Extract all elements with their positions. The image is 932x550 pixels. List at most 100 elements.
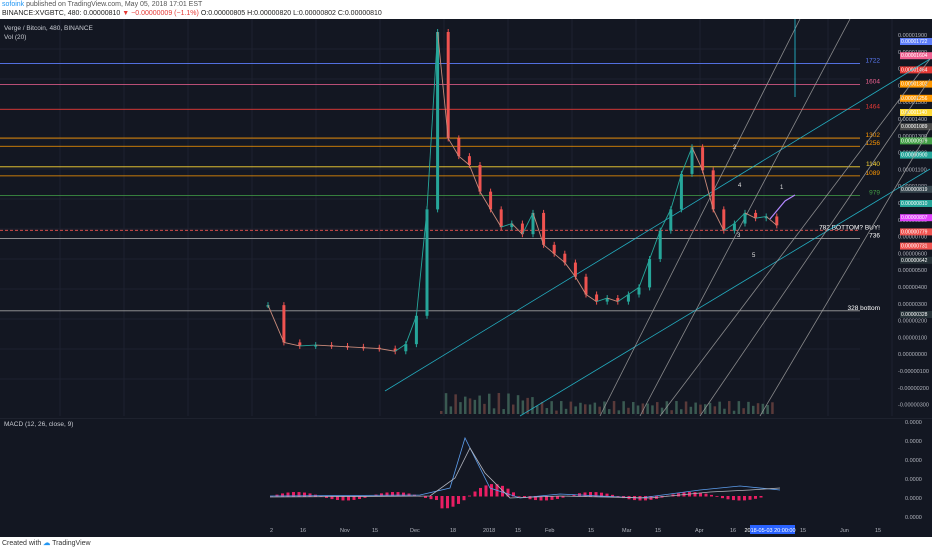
volume-bar <box>660 407 664 414</box>
volume-bar <box>747 401 750 414</box>
price-chart[interactable]: 0.000019000.000018000.000017000.00001600… <box>0 19 932 418</box>
macd-histogram-bar <box>440 496 444 509</box>
price-line <box>712 209 725 231</box>
time-axis-tick: 15 <box>875 528 881 534</box>
macd-axis-tick: 0.0000 <box>905 515 922 521</box>
price-line <box>437 31 449 139</box>
volume-bar <box>732 410 736 414</box>
price-tag-text: 0.00001140 <box>901 110 927 116</box>
volume-bar <box>579 402 582 414</box>
volume-bar <box>756 403 760 414</box>
price-line <box>347 346 364 349</box>
price-axis-tick: -0.00000200 <box>898 386 929 392</box>
last-price: 0.00000810 <box>83 10 121 17</box>
macd-histogram-bar <box>297 492 301 497</box>
macd-histogram-bar <box>402 492 405 497</box>
level-label: 1140 <box>866 161 880 168</box>
price-tag <box>900 109 932 116</box>
volume-bar <box>689 406 693 414</box>
volume-bar <box>574 406 577 414</box>
volume-bar <box>468 398 472 414</box>
price-axis-tick: 0.00000000 <box>898 352 927 358</box>
macd-histogram-bar <box>589 492 592 497</box>
trend-line <box>519 168 931 417</box>
level-label: 1302 <box>866 132 881 139</box>
price-tag <box>900 256 932 264</box>
macd-histogram-bar <box>341 496 345 501</box>
candle-body <box>457 138 461 157</box>
volume-bar <box>612 401 616 414</box>
price-tag-text: 0.00000819 <box>901 187 928 193</box>
price-tag <box>900 242 932 250</box>
price-tag-text: 0.00001464 <box>901 67 928 73</box>
brand[interactable]: TradingView <box>52 540 91 547</box>
price-tag-text: 0.00001256 <box>901 96 928 102</box>
macd-histogram-bar <box>594 492 598 497</box>
time-axis-tick: 15 <box>372 528 378 534</box>
wave-label: 2 <box>733 145 737 151</box>
price-line <box>680 147 693 175</box>
macd-chart[interactable]: 0.0000 0.0000 0.0000 0.0000 0.0000 0.0000 <box>0 418 932 524</box>
wave-label: 3 <box>737 233 741 239</box>
volume-bar <box>584 404 587 414</box>
time-axis-tick: Nov <box>340 528 350 534</box>
trend-line <box>699 78 931 417</box>
macd-histogram-bar <box>446 496 449 509</box>
candle-body <box>446 32 450 139</box>
macd-histogram-bar <box>501 485 504 497</box>
macd-histogram-bar <box>506 488 510 497</box>
volume-bar <box>555 410 558 414</box>
candle-body <box>595 294 599 302</box>
price-tag <box>900 214 932 222</box>
time-axis[interactable]: 2 16 Nov 15 Dec 18 2018 15 Feb 15 Mar 15 Apr 16 2018-0… <box>0 524 932 537</box>
volume-bar <box>454 394 457 414</box>
macd-histogram-bar <box>457 496 460 504</box>
macd-histogram-bar <box>429 496 433 500</box>
macd-histogram-bar <box>556 496 559 499</box>
macd-histogram-bar <box>545 496 548 501</box>
price-tag <box>900 228 932 236</box>
macd-histogram-bar <box>539 496 543 501</box>
candle-body <box>552 244 556 254</box>
symbol-line: BINANCE:XVGBTC, 480: 0.00000810 ▼ −0.000… <box>2 10 382 17</box>
price-tag-text: 0.00001089 <box>901 124 928 130</box>
macd-histogram-bar <box>611 494 614 497</box>
chart-legend: Verge / Bitcoin, 480, BINANCE Vol (20) <box>4 24 93 42</box>
macd-histogram-bar <box>303 492 306 497</box>
candle-body <box>743 212 747 224</box>
volume-bar <box>550 401 553 414</box>
volume-bar <box>598 406 601 414</box>
price-tag <box>900 94 932 102</box>
candle-body <box>467 156 471 166</box>
macd-histogram-bar <box>479 487 482 497</box>
price-axis-tick: -0.00000300 <box>898 403 929 409</box>
price-line <box>596 297 608 303</box>
candle-body <box>584 276 588 295</box>
price-tag-text: 0.00001722 <box>901 39 928 45</box>
created-with: Created with <box>2 540 42 547</box>
macd-histogram-bar <box>726 496 730 500</box>
time-axis-tick: 16 <box>300 528 306 534</box>
price-axis-tick: 0.00000500 <box>898 268 927 274</box>
macd-histogram-bar <box>330 496 334 500</box>
author-link[interactable]: sofoink <box>2 1 25 8</box>
trend-line <box>384 58 931 392</box>
volume-bar <box>564 408 568 414</box>
candle-body <box>436 32 440 210</box>
candle-body <box>563 253 567 263</box>
price-tag <box>900 151 932 159</box>
down-arrow-icon: ▼ <box>122 10 130 17</box>
macd-histogram-bar <box>512 492 515 497</box>
macd-histogram-bar <box>308 493 312 497</box>
symbol: BINANCE:XVGBTC, 480 <box>2 10 80 17</box>
price-line <box>532 212 545 245</box>
macd-histogram-bar <box>616 496 620 497</box>
price-tag-text: 0.00000328 <box>901 312 928 318</box>
time-axis-tick: 15 <box>800 528 806 534</box>
volume-bar <box>488 393 491 414</box>
volume-bar <box>665 401 669 414</box>
macd-histogram-bar <box>336 496 339 500</box>
price-tag <box>900 52 932 60</box>
volume-bar <box>646 403 649 414</box>
candle-body <box>489 191 493 210</box>
